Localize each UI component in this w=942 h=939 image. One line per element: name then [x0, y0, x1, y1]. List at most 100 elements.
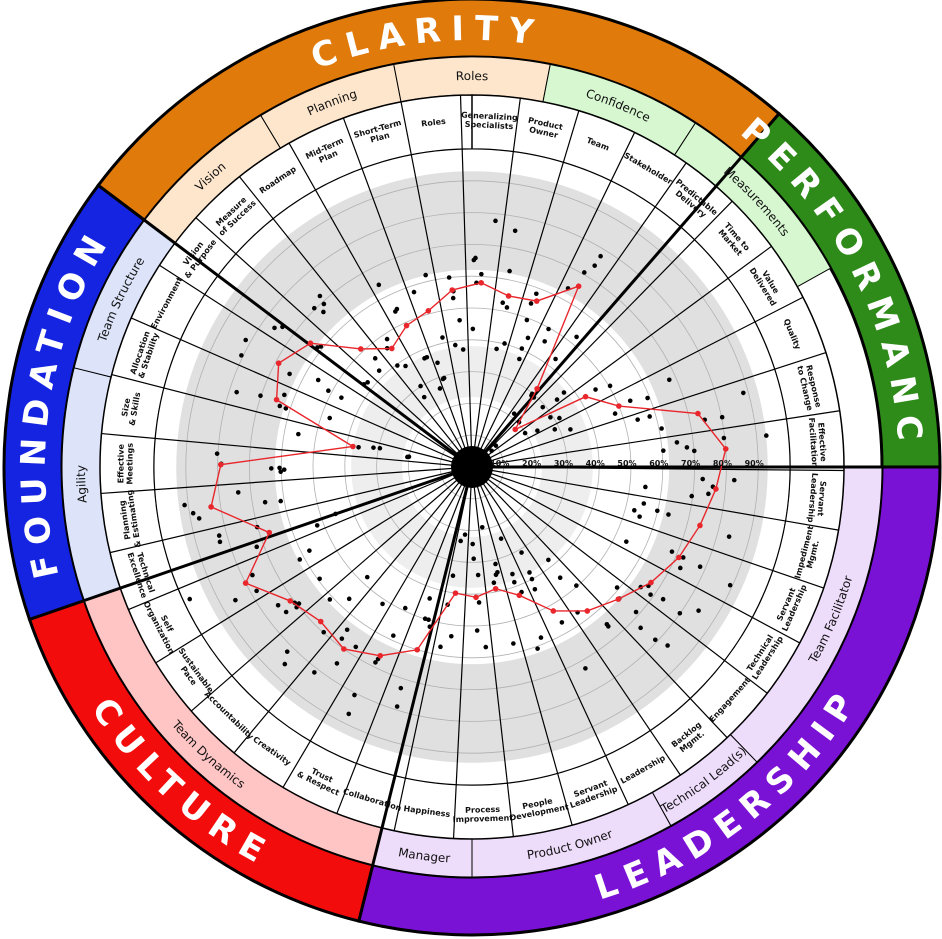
- spoke-33: [130, 317, 473, 468]
- percent-label-80: 80%: [713, 459, 732, 468]
- response-dot: [553, 356, 558, 362]
- response-dot: [528, 301, 534, 306]
- response-dot: [326, 388, 331, 394]
- response-dot: [440, 376, 446, 382]
- spoke-22: [393, 466, 473, 831]
- response-dot: [214, 451, 220, 456]
- response-dot: [365, 380, 370, 385]
- response-dot: [581, 270, 587, 275]
- spoke-6: [471, 200, 733, 468]
- response-dot: [593, 387, 598, 392]
- response-dot: [479, 524, 485, 530]
- average-point-measure-of-success: [357, 346, 364, 352]
- response-dot: [272, 325, 277, 331]
- response-dot: [607, 383, 613, 389]
- response-dot: [495, 569, 500, 575]
- response-dot: [696, 608, 701, 613]
- response-dot: [474, 628, 480, 633]
- response-dot: [458, 538, 463, 544]
- response-dot: [557, 575, 563, 581]
- spoke-0: [400, 101, 473, 468]
- response-dot: [473, 255, 478, 261]
- response-dot: [457, 317, 462, 323]
- response-dot: [435, 360, 440, 366]
- response-dot: [187, 596, 193, 602]
- response-dot: [546, 557, 551, 563]
- plot-shade-band: [176, 171, 768, 763]
- response-dot: [624, 539, 629, 544]
- response-dot: [287, 371, 292, 377]
- category-divider-4: [83, 465, 473, 602]
- response-dot: [250, 572, 255, 578]
- response-dot: [352, 692, 357, 698]
- response-dot: [489, 448, 494, 454]
- response-dot: [278, 469, 283, 475]
- response-dot: [216, 533, 222, 538]
- response-dot: [277, 465, 282, 471]
- response-dot: [190, 510, 196, 516]
- response-dot: [460, 347, 466, 352]
- average-point-value-delivered: [582, 393, 589, 400]
- spokes: [83, 95, 882, 866]
- response-dot: [471, 556, 476, 562]
- response-dot: [525, 335, 531, 341]
- response-dot: [377, 445, 383, 451]
- response-dot: [427, 624, 433, 629]
- response-dot: [422, 616, 428, 622]
- average-point-creativity: [341, 646, 347, 652]
- percent-label-10: 10%: [490, 459, 509, 468]
- response-dot: [296, 601, 302, 606]
- response-dot: [394, 704, 400, 709]
- response-dot: [395, 363, 400, 368]
- average-point-process-improvement: [473, 594, 479, 601]
- scatter-dots: [182, 218, 769, 717]
- response-dot: [234, 389, 239, 395]
- response-dot: [282, 661, 288, 667]
- spoke-14: [471, 466, 801, 644]
- spoke-4: [471, 132, 636, 468]
- average-point-stakeholder: [575, 283, 582, 290]
- response-dot: [450, 295, 456, 301]
- response-dot: [321, 629, 327, 635]
- response-dot: [502, 341, 507, 346]
- average-point-product-owner: [505, 293, 512, 299]
- spoke-23: [336, 466, 473, 814]
- response-dot: [182, 502, 187, 508]
- average-point-size-skills: [350, 443, 356, 450]
- response-dot: [423, 272, 428, 278]
- response-dot: [641, 501, 647, 506]
- response-dot: [522, 430, 528, 436]
- response-dot: [371, 445, 376, 450]
- percent-label-40: 40%: [586, 459, 605, 468]
- response-dot: [318, 344, 324, 349]
- response-dot: [427, 596, 432, 601]
- response-dot: [666, 512, 671, 517]
- category-divider-1: [470, 156, 743, 468]
- spoke-37: [288, 142, 473, 468]
- average-point-accountability: [317, 618, 324, 625]
- response-dot: [479, 271, 484, 277]
- response-dot: [394, 306, 400, 312]
- spoke-27: [155, 466, 473, 664]
- average-point-quality: [616, 403, 622, 409]
- response-dot: [346, 711, 352, 717]
- spoke-38: [342, 117, 473, 468]
- percent-label-50: 50%: [617, 459, 636, 468]
- response-dot: [721, 435, 727, 441]
- average-point-servant-leadership: [713, 486, 719, 492]
- spoke-13: [471, 466, 824, 589]
- response-dot: [254, 588, 259, 594]
- response-dot: [719, 414, 725, 420]
- spoke-25: [233, 466, 473, 754]
- spoke-20: [471, 466, 514, 837]
- average-point-backlog-mgmt: [584, 608, 591, 614]
- response-dot: [339, 636, 345, 641]
- response-dot: [511, 411, 517, 416]
- response-dot: [403, 363, 408, 369]
- average-point-time-to-market: [512, 426, 518, 433]
- response-dot: [568, 427, 573, 432]
- average-point-predictable-delivery: [534, 385, 540, 392]
- response-dot: [697, 564, 703, 570]
- response-dot: [312, 670, 317, 675]
